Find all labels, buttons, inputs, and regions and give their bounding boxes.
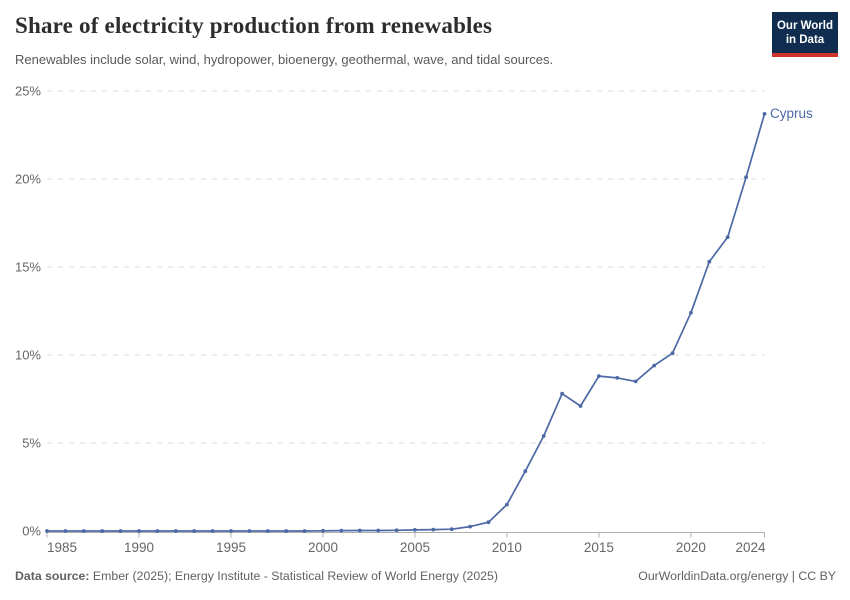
data-point[interactable] [265,529,270,533]
y-axis-label: 0% [22,524,41,539]
y-axis-label: 15% [15,260,41,275]
data-point[interactable] [670,351,675,356]
data-point[interactable] [376,528,381,533]
data-point[interactable] [449,527,454,532]
data-point[interactable] [302,529,307,533]
data-source-label: Data source: [15,569,90,583]
credit-link[interactable]: OurWorldinData.org/energy | CC BY [638,569,836,583]
y-axis-label: 10% [15,348,41,363]
data-point[interactable] [597,374,601,378]
data-point[interactable] [210,529,215,533]
owid-logo-line2: in Data [785,34,825,47]
data-point[interactable] [707,259,712,264]
data-source-text: Ember (2025); Energy Institute - Statist… [89,569,498,583]
data-point[interactable] [192,529,197,533]
series-label[interactable]: Cyprus [770,106,813,121]
data-point[interactable] [63,529,68,533]
x-axis-label: 2015 [584,540,614,555]
data-point[interactable] [431,527,436,532]
data-point[interactable] [578,404,583,408]
data-point[interactable] [505,502,509,507]
data-point[interactable] [45,529,49,533]
chart-subtitle: Renewables include solar, wind, hydropow… [15,52,554,67]
data-point[interactable] [137,529,141,533]
x-axis-label: 1995 [216,540,246,555]
page-title: Share of electricity production from ren… [15,13,493,38]
data-point[interactable] [560,391,564,396]
data-point[interactable] [394,528,399,533]
data-point[interactable] [155,529,160,533]
data-point[interactable] [762,112,767,116]
y-axis-label: 5% [22,436,41,451]
y-axis-label: 25% [15,84,41,99]
data-point[interactable] [321,528,325,533]
data-point[interactable] [413,528,417,532]
data-point[interactable] [81,529,86,533]
owid-logo-line1: Our World [776,20,833,32]
data-point[interactable] [523,469,528,474]
data-point[interactable] [229,529,233,533]
data-point[interactable] [652,363,656,368]
data-line[interactable] [46,113,766,532]
line-chart[interactable]: 0% 5% 10% 15% 20% 25% 1985 1990 1995 2000 2005 2010… [0,80,850,560]
x-axis-label: 2020 [676,540,706,555]
data-point[interactable] [725,235,730,240]
data-point[interactable] [615,376,620,380]
data-point[interactable] [633,379,638,384]
data-point[interactable] [173,529,178,533]
data-point[interactable] [468,524,472,529]
x-axis-label: 2000 [308,540,338,555]
owid-logo[interactable]: Our World in Data [772,12,838,57]
data-point[interactable] [486,520,491,525]
chart-footer: Data source: Ember (2025); Energy Instit… [15,569,836,583]
x-axis-label: 2005 [400,540,430,555]
data-point[interactable] [100,529,105,533]
data-point[interactable] [247,529,252,533]
data-source-note: Data source: Ember (2025); Energy Instit… [15,569,498,583]
x-axis-label: 1990 [124,540,154,555]
data-point[interactable] [744,175,748,180]
x-axis-label: 2010 [492,540,522,555]
data-point[interactable] [357,528,362,533]
data-point[interactable] [541,434,546,438]
x-axis-label: 2024 [735,540,766,555]
data-point[interactable] [284,529,289,533]
data-point[interactable] [118,529,123,533]
data-point[interactable] [689,310,693,315]
x-axis-label: 1985 [47,540,77,555]
data-point[interactable] [339,528,344,533]
y-axis-label: 20% [15,172,41,187]
